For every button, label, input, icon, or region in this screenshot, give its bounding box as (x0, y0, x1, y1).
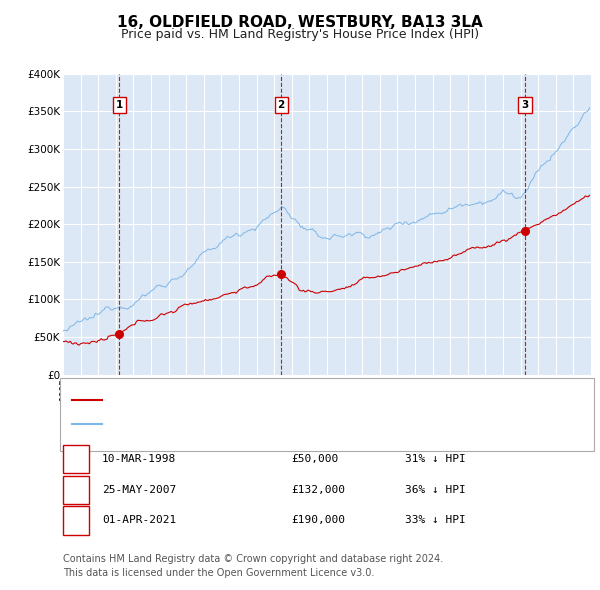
Text: HPI: Average price, semi-detached house, Wiltshire: HPI: Average price, semi-detached house,… (107, 419, 374, 428)
Text: 01-APR-2021: 01-APR-2021 (102, 516, 176, 525)
Text: 3: 3 (521, 100, 529, 110)
Text: 16, OLDFIELD ROAD, WESTBURY, BA13 3LA (semi-detached house): 16, OLDFIELD ROAD, WESTBURY, BA13 3LA (s… (107, 395, 456, 405)
Text: £190,000: £190,000 (291, 516, 345, 525)
Text: £50,000: £50,000 (291, 454, 338, 464)
Text: 1: 1 (116, 100, 123, 110)
Text: 36% ↓ HPI: 36% ↓ HPI (405, 485, 466, 494)
Text: 33% ↓ HPI: 33% ↓ HPI (405, 516, 466, 525)
Text: 2: 2 (72, 485, 80, 494)
Text: 16, OLDFIELD ROAD, WESTBURY, BA13 3LA: 16, OLDFIELD ROAD, WESTBURY, BA13 3LA (117, 15, 483, 30)
Text: 2: 2 (277, 100, 284, 110)
Text: 25-MAY-2007: 25-MAY-2007 (102, 485, 176, 494)
Text: 3: 3 (72, 516, 80, 525)
Text: 31% ↓ HPI: 31% ↓ HPI (405, 454, 466, 464)
Text: Contains HM Land Registry data © Crown copyright and database right 2024.
This d: Contains HM Land Registry data © Crown c… (63, 554, 443, 578)
Text: 1: 1 (72, 454, 80, 464)
Text: £132,000: £132,000 (291, 485, 345, 494)
Text: 10-MAR-1998: 10-MAR-1998 (102, 454, 176, 464)
Text: Price paid vs. HM Land Registry's House Price Index (HPI): Price paid vs. HM Land Registry's House … (121, 28, 479, 41)
